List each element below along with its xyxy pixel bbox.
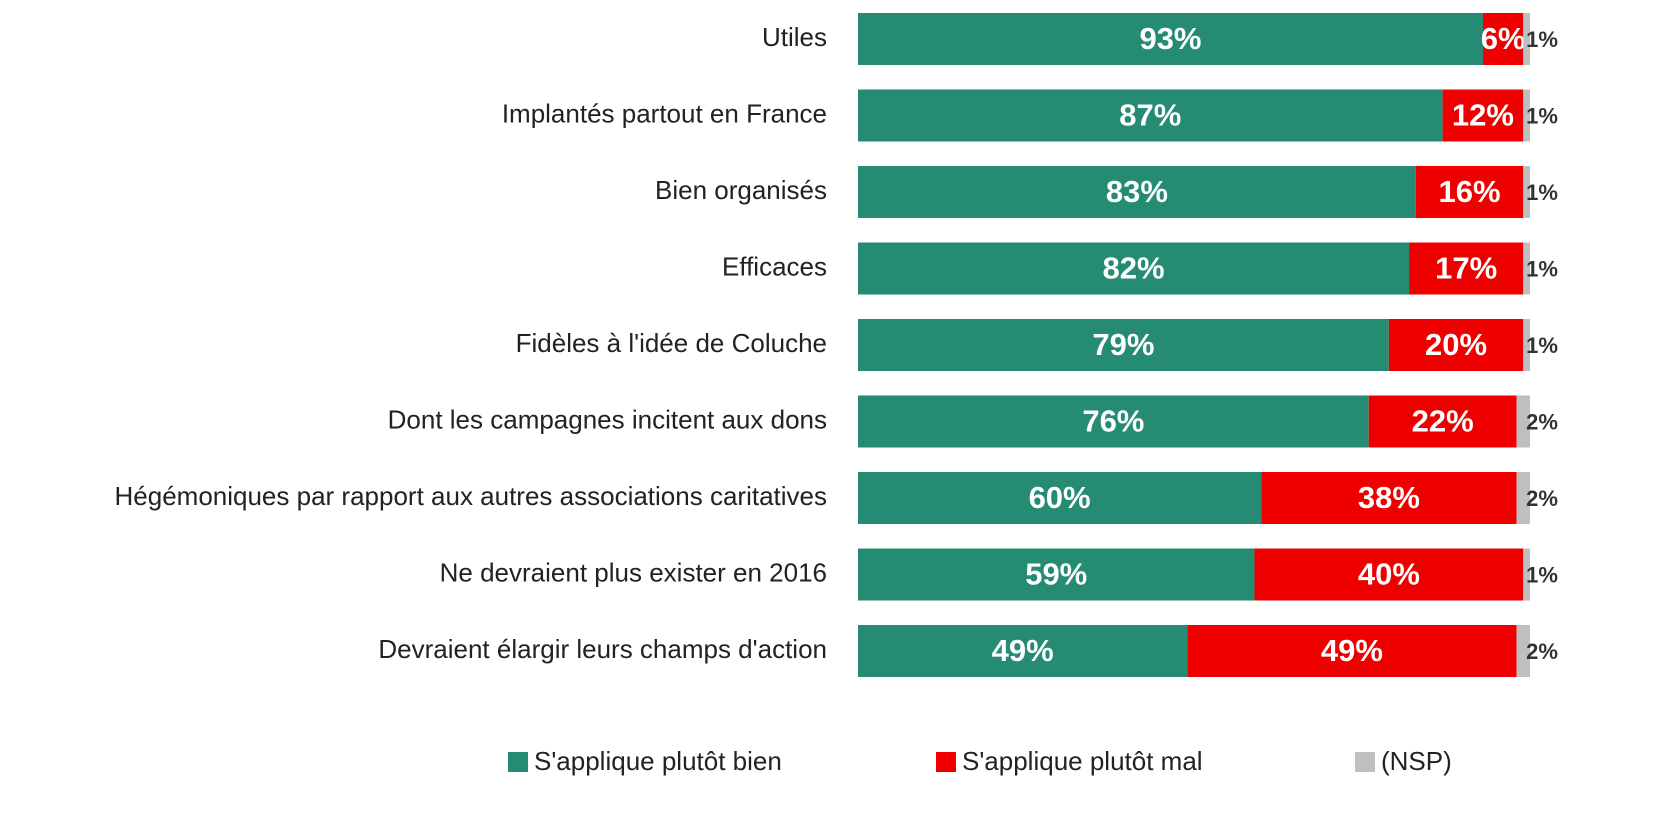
data-label: 40% [1358,557,1420,592]
bar-segment [1482,13,1524,65]
data-label: 87% [1119,98,1181,133]
bar-segment [858,319,1389,371]
category-label: Hégémoniques par rapport aux autres asso… [115,481,828,511]
bar-segment [858,13,1483,65]
data-label: 76% [1082,404,1144,439]
category-label: Devraient élargir leurs champs d'action [378,634,827,664]
legend-swatch [1355,752,1375,772]
data-label: 1% [1526,333,1558,358]
data-label: 1% [1526,256,1558,281]
bar-segment [1415,166,1524,218]
bar-segment [1523,319,1530,371]
data-label: 22% [1412,404,1474,439]
data-label: 12% [1452,98,1514,133]
bar-segment [858,395,1369,448]
data-label: 59% [1025,557,1087,592]
bar-segment [1368,395,1517,448]
bar-segment [1516,395,1530,448]
data-label: 60% [1029,480,1091,515]
bar-segment [1523,89,1530,142]
bar-segment [1388,319,1524,371]
data-label: 6% [1481,21,1526,56]
bar-segment [858,548,1255,601]
data-label: 1% [1526,103,1558,128]
bar-segment [858,472,1262,524]
bar-segment [1516,625,1530,677]
category-label: Fidèles à l'idée de Coluche [516,328,827,358]
legend-label: S'applique plutôt bien [534,746,782,776]
bar-segment [858,89,1443,142]
legend-label: (NSP) [1381,746,1452,776]
data-label: 49% [992,633,1054,668]
category-label: Efficaces [722,251,827,281]
data-label: 83% [1106,174,1168,209]
data-label: 79% [1092,327,1154,362]
data-label: 2% [1526,486,1558,511]
bar-segment [858,625,1188,677]
bar-segment [1409,242,1524,295]
data-label: 82% [1102,251,1164,286]
bar-segment [1523,166,1530,218]
bar-segment [858,242,1410,295]
data-label: 38% [1358,480,1420,515]
legend-label: S'applique plutôt mal [962,746,1203,776]
bar-segment [1523,548,1530,601]
category-label: Bien organisés [655,175,827,205]
category-label: Implantés partout en France [502,98,827,128]
bar-segment [858,166,1416,218]
category-label: Ne devraient plus exister en 2016 [440,557,827,587]
bar-segment [1523,13,1530,65]
data-label: 93% [1139,21,1201,56]
data-label: 16% [1438,174,1500,209]
bar-segment [1187,625,1517,677]
bar-segment [1254,548,1524,601]
data-label: 20% [1425,327,1487,362]
data-label: 2% [1526,409,1558,434]
data-label: 17% [1435,251,1497,286]
data-label: 49% [1321,633,1383,668]
legend-swatch [508,752,528,772]
bar-segment [1442,89,1524,142]
data-label: 1% [1526,180,1558,205]
bar-segment [1523,242,1530,295]
data-label: 1% [1526,27,1558,52]
bar-segment [1516,472,1530,524]
category-label: Utiles [762,22,827,52]
bar-segment [1261,472,1517,524]
data-label: 2% [1526,639,1558,664]
category-label: Dont les campagnes incitent aux dons [388,404,827,434]
legend-swatch [936,752,956,772]
data-label: 1% [1526,562,1558,587]
